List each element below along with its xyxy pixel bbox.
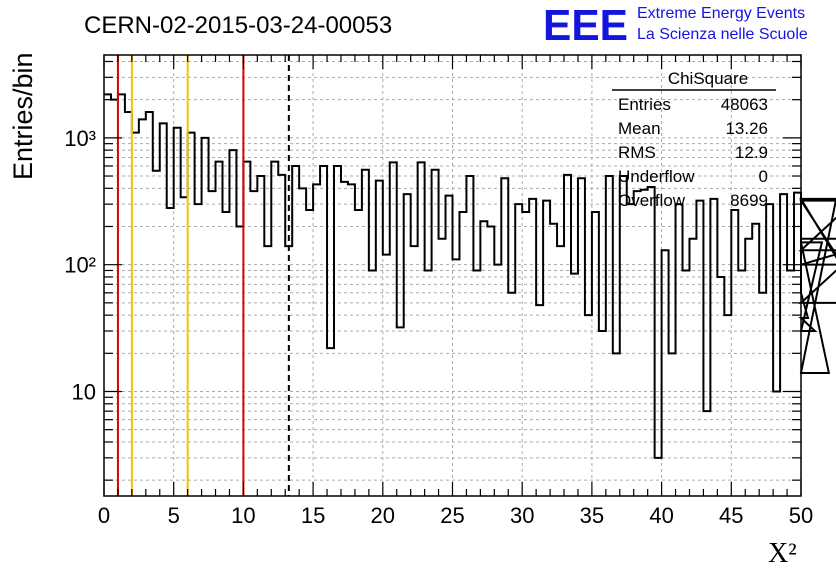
y-axis-label: Entries/bin xyxy=(8,52,38,180)
stats-label: Mean xyxy=(618,119,661,138)
logo-line-1: Extreme Energy Events xyxy=(637,5,805,22)
stats-value: 12.9 xyxy=(735,143,768,162)
stats-value: 48063 xyxy=(721,95,768,114)
x-tick-label: 30 xyxy=(510,503,534,528)
stats-value: 8699 xyxy=(730,191,768,210)
stats-title: ChiSquare xyxy=(668,69,748,88)
run-title: CERN-02-2015-03-24-00053 xyxy=(84,12,392,39)
y-tick-label: 10² xyxy=(64,253,96,278)
x-tick-label: 5 xyxy=(168,503,180,528)
marker-lines xyxy=(116,55,290,496)
stats-box: ChiSquare Entries 48063 Mean 13.26 RMS 12.9 Un… xyxy=(612,69,776,210)
axis-ticks xyxy=(103,55,802,496)
stats-label: Overflow xyxy=(618,191,686,210)
x-tick-label: 40 xyxy=(649,503,673,528)
eee-logo: EEE xyxy=(543,1,628,50)
x-tick-label: 15 xyxy=(301,503,325,528)
x-tick-label: 50 xyxy=(789,503,813,528)
y-tick-label: 10³ xyxy=(64,126,96,151)
histogram-line xyxy=(104,93,836,459)
grid-lines xyxy=(104,55,801,496)
y-tick-label: 10 xyxy=(72,380,96,405)
logo-line-2: La Scienza nelle Scuole xyxy=(637,26,808,43)
x-tick-label: 25 xyxy=(440,503,464,528)
stats-label: RMS xyxy=(618,143,656,162)
stats-value: 13.26 xyxy=(725,119,768,138)
stats-value: 0 xyxy=(759,167,768,186)
x-tick-label: 0 xyxy=(98,503,110,528)
stats-label: Entries xyxy=(618,95,671,114)
x-tick-label: 10 xyxy=(231,503,255,528)
x-axis-label: X² xyxy=(768,538,797,569)
x-tick-label: 35 xyxy=(580,503,604,528)
histogram xyxy=(104,93,836,459)
stats-label: Underflow xyxy=(618,167,695,186)
x-tick-label: 20 xyxy=(371,503,395,528)
x-tick-label: 45 xyxy=(719,503,743,528)
axis-tick-labels: 0 5 10 15 20 25 30 35 40 45 50 10 10² 10³ xyxy=(64,126,813,528)
